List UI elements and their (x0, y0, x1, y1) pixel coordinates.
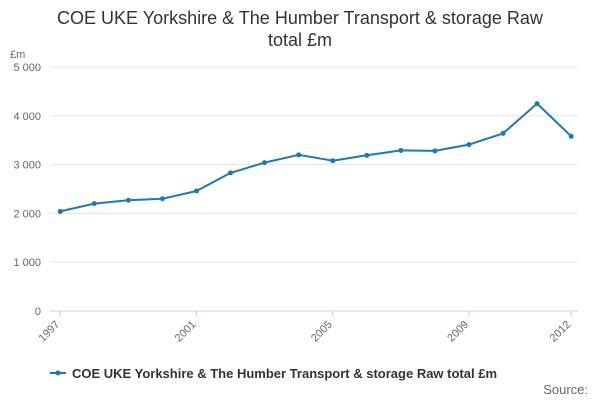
x-tick-label: 1997 (37, 319, 63, 345)
legend-dot-marker (55, 370, 61, 376)
y-tick-label: 0 (35, 306, 41, 318)
data-point (91, 201, 97, 207)
data-point (125, 197, 131, 203)
legend-label: COE UKE Yorkshire & The Humber Transport… (72, 366, 497, 381)
data-point (193, 188, 199, 194)
series-line (59, 102, 572, 213)
source-label: Source: (543, 382, 588, 397)
data-point (466, 142, 472, 148)
y-tick-label: 4 000 (13, 111, 41, 123)
y-tick-label: 5 000 (13, 62, 41, 74)
data-point (262, 160, 268, 166)
y-axis-label: £m (10, 49, 25, 61)
x-tick-label: 2009 (445, 319, 471, 345)
data-point (534, 101, 540, 107)
data-point (159, 196, 165, 202)
chart-title-line-2: total £m (268, 30, 332, 50)
chart-title-line-1: COE UKE Yorkshire & The Humber Transport… (57, 8, 544, 28)
y-tick-label: 2 000 (13, 208, 41, 220)
series-group (57, 101, 574, 214)
y-axis-ticks: 0 1 000 2 000 3 000 4 000 5 000 (13, 62, 41, 318)
x-tick-label: 2005 (309, 319, 335, 345)
data-point (398, 147, 404, 153)
data-point (500, 130, 506, 136)
data-point (330, 158, 336, 164)
x-tick-label: 2001 (173, 319, 199, 345)
legend[interactable]: COE UKE Yorkshire & The Humber Transport… (50, 366, 497, 381)
x-axis: 1997 2001 2005 2009 2012 (37, 310, 578, 345)
x-tick-label: 2012 (548, 319, 574, 345)
y-tick-label: 1 000 (13, 257, 41, 269)
grid-lines (50, 66, 578, 263)
data-point (57, 208, 63, 214)
data-point (364, 152, 370, 158)
data-point (568, 133, 574, 139)
data-point (228, 170, 234, 176)
data-point (432, 148, 438, 154)
data-point (296, 152, 302, 158)
y-tick-label: 3 000 (13, 160, 41, 172)
